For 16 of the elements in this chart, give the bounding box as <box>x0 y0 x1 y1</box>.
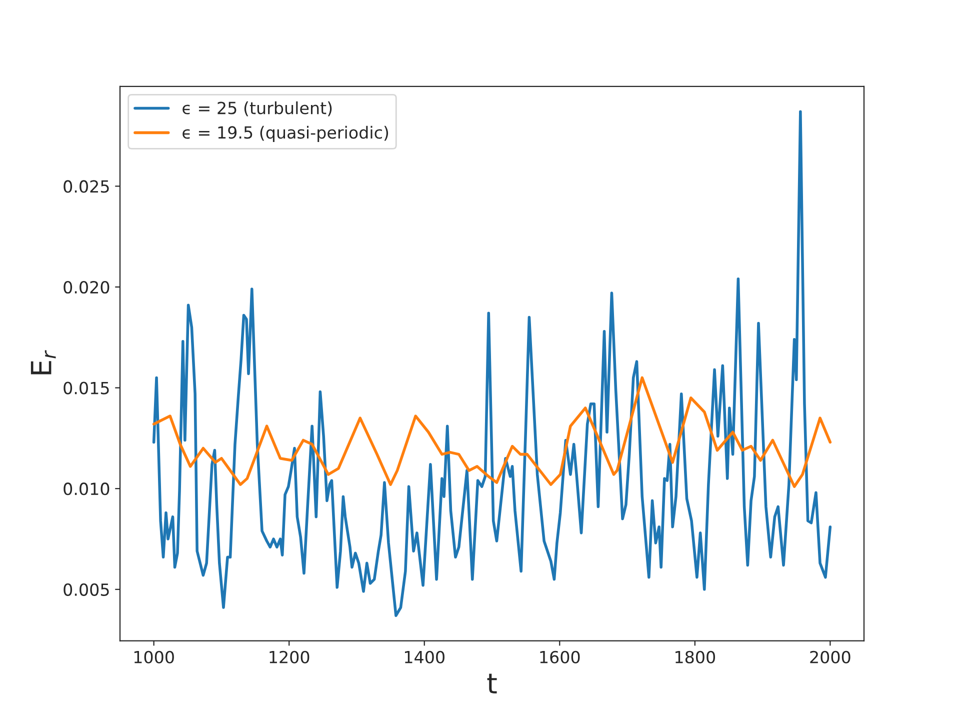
y-axis-title: E$_{r}$ <box>30 350 56 374</box>
y-tick-label: 0.015 <box>64 382 109 394</box>
legend-label: ϵ = 25 (turbulent) <box>182 101 332 116</box>
x-tick-label: 1200 <box>270 650 310 664</box>
line-series <box>152 376 832 488</box>
x-tick-label: 2000 <box>810 650 850 664</box>
x-tick-label: 1600 <box>540 650 580 664</box>
y-tick-label: 0.020 <box>64 280 110 294</box>
y-tick-label: 0.025 <box>64 180 109 193</box>
x-tick-label: 1800 <box>676 650 716 664</box>
x-tick-label: 1400 <box>404 650 444 664</box>
x-tick-label: 1000 <box>134 650 174 664</box>
x-axis-title: t <box>487 674 497 694</box>
y-tick-label: 0.005 <box>64 583 109 596</box>
legend-label: ϵ = 19.5 (quasi-periodic) <box>182 126 388 142</box>
y-tick-label: 0.010 <box>64 482 110 496</box>
